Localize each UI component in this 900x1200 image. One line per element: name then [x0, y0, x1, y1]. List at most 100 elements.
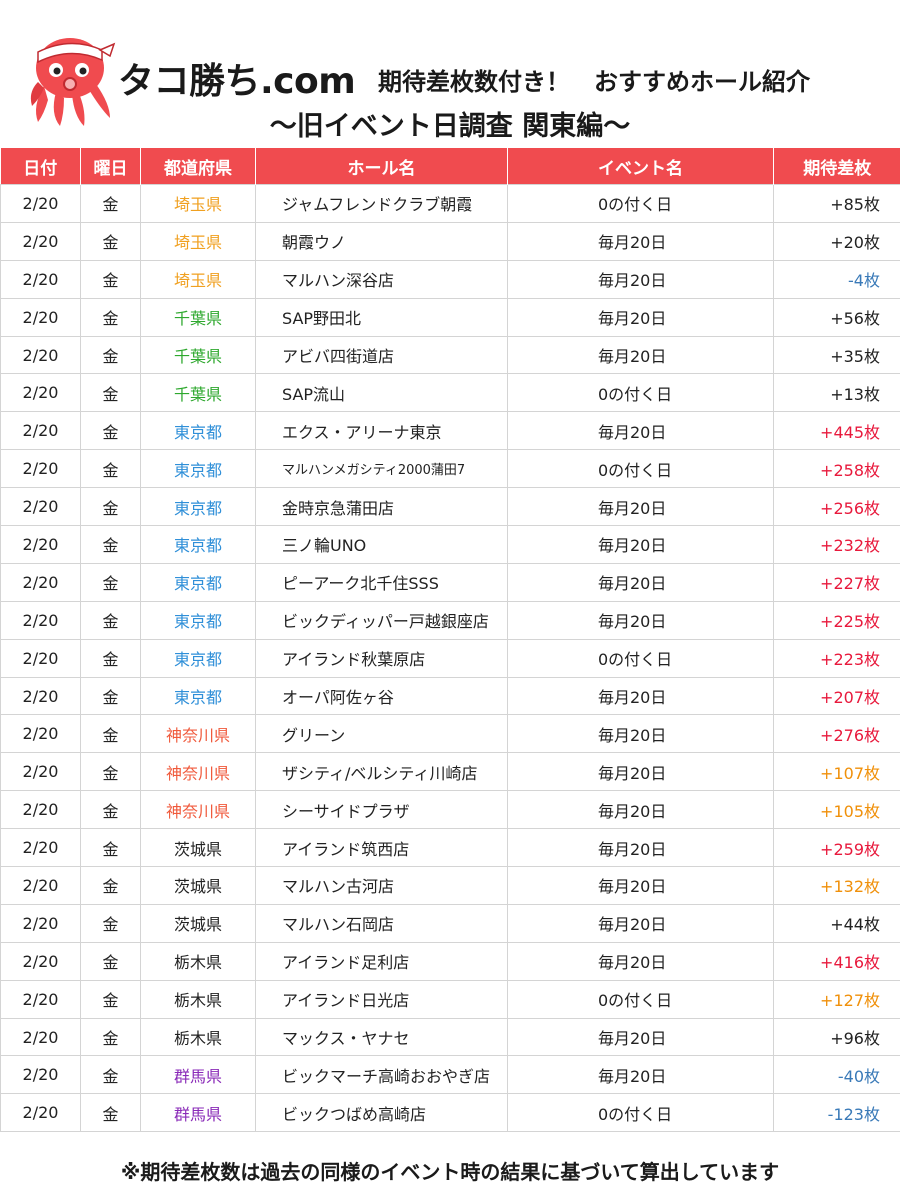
expected-diff-cell: +56枚	[773, 297, 900, 337]
table-row: 2/20 金埼玉県 マルハン深谷店 毎月20日 -4枚	[0, 259, 900, 299]
prefecture-cell: 東京都	[140, 638, 256, 678]
date-cell: 2/20	[0, 828, 81, 868]
expected-diff-cell: +132枚	[773, 866, 900, 905]
table-row: 2/20 金東京都 ビックディッパー戸越銀座店 毎月20日 +225枚	[0, 600, 900, 640]
date-cell: 2/20	[0, 487, 81, 527]
prefecture-cell: 千葉県	[140, 335, 256, 375]
event-name-cell: 毎月20日	[507, 866, 774, 905]
table-row: 2/20 金埼玉県 ジャムフレンドクラブ朝霞 0の付く日 +85枚	[0, 184, 900, 223]
date-cell: 2/20	[0, 335, 81, 375]
date-cell: 2/20	[0, 790, 81, 830]
expected-diff-cell: +44枚	[773, 903, 900, 943]
day-cell: 金	[80, 221, 141, 261]
day-cell: 金	[80, 828, 141, 868]
prefecture-cell: 神奈川県	[140, 752, 256, 792]
prefecture-cell: 茨城県	[140, 828, 256, 868]
prefecture-cell: 東京都	[140, 449, 256, 489]
table-row: 2/20 金神奈川県 グリーン 毎月20日 +276枚	[0, 714, 900, 754]
event-name-cell: 毎月20日	[507, 221, 774, 261]
date-cell: 2/20	[0, 752, 81, 792]
hall-name-cell: マルハンメガシティ2000蒲田7	[255, 449, 508, 489]
event-name-cell: 毎月20日	[507, 1017, 774, 1057]
column-expected-diff-header: 期待差枚	[773, 148, 900, 185]
hall-name-cell: エクス・アリーナ東京	[255, 411, 508, 451]
expected-diff-cell: +223枚	[773, 638, 900, 678]
event-name-cell: 0の付く日	[507, 184, 774, 223]
hall-name-cell: オーパ阿佐ヶ谷	[255, 676, 508, 716]
column-prefecture-header: 都道府県	[140, 148, 256, 185]
date-cell: 2/20	[0, 411, 81, 451]
expected-diff-cell: +13枚	[773, 373, 900, 413]
prefecture-cell: 神奈川県	[140, 790, 256, 830]
hall-name-cell: 金時京急蒲田店	[255, 487, 508, 527]
prefecture-cell: 栃木県	[140, 979, 256, 1019]
date-cell: 2/20	[0, 184, 81, 223]
expected-diff-cell: +35枚	[773, 335, 900, 375]
table-header-row: 日付 曜日 都道府県 ホール名 イベント名 期待差枚	[0, 148, 900, 185]
prefecture-cell: 群馬県	[140, 1093, 256, 1133]
table-row: 2/20 金千葉県 SAP流山 0の付く日 +13枚	[0, 373, 900, 413]
prefecture-cell: 千葉県	[140, 373, 256, 413]
prefecture-cell: 栃木県	[140, 941, 256, 981]
table-row: 2/20 金東京都 ピーアーク北千住SSS 毎月20日 +227枚	[0, 562, 900, 602]
day-cell: 金	[80, 487, 141, 527]
event-name-cell: 毎月20日	[507, 941, 774, 981]
expected-diff-cell: +207枚	[773, 676, 900, 716]
hall-name-cell: SAP野田北	[255, 297, 508, 337]
page-header: タコ勝ち.com 期待差枚数付き！ おすすめホール紹介 〜旧イベント日調査 関東…	[0, 0, 900, 146]
page-subtitle: 〜旧イベント日調査 関東編〜	[269, 111, 631, 142]
hall-name-cell: 朝霞ウノ	[255, 221, 508, 261]
day-cell: 金	[80, 335, 141, 375]
event-name-cell: 毎月20日	[507, 525, 774, 564]
expected-diff-cell: +105枚	[773, 790, 900, 830]
day-cell: 金	[80, 449, 141, 489]
expected-diff-cell: +85枚	[773, 184, 900, 223]
expected-diff-cell: +232枚	[773, 525, 900, 564]
event-name-cell: 0の付く日	[507, 449, 774, 489]
day-cell: 金	[80, 1055, 141, 1095]
expected-diff-cell: +416枚	[773, 941, 900, 981]
day-cell: 金	[80, 1017, 141, 1057]
prefecture-cell: 埼玉県	[140, 184, 256, 223]
date-cell: 2/20	[0, 1055, 81, 1095]
prefecture-cell: 群馬県	[140, 1055, 256, 1095]
table-row: 2/20 金群馬県 ビックつばめ高崎店 0の付く日 -123枚	[0, 1093, 900, 1133]
octopus-mascot-icon	[30, 38, 116, 126]
hall-name-cell: シーサイドプラザ	[255, 790, 508, 830]
hall-name-cell: ジャムフレンドクラブ朝霞	[255, 184, 508, 223]
event-name-cell: 毎月20日	[507, 1055, 774, 1095]
expected-diff-cell: +107枚	[773, 752, 900, 792]
expected-diff-cell: +20枚	[773, 221, 900, 261]
table-row: 2/20 金東京都 エクス・アリーナ東京 毎月20日 +445枚	[0, 411, 900, 451]
table-row: 2/20 金茨城県 マルハン石岡店 毎月20日 +44枚	[0, 903, 900, 943]
hall-name-cell: アビバ四街道店	[255, 335, 508, 375]
prefecture-cell: 東京都	[140, 676, 256, 716]
prefecture-cell: 東京都	[140, 525, 256, 564]
event-name-cell: 毎月20日	[507, 335, 774, 375]
column-hall-name-header: ホール名	[255, 148, 508, 185]
hall-name-cell: マルハン石岡店	[255, 903, 508, 943]
hall-name-cell: 三ノ輪UNO	[255, 525, 508, 564]
column-day-header: 曜日	[80, 148, 141, 185]
hall-name-cell: アイランド日光店	[255, 979, 508, 1019]
expected-diff-cell: +256枚	[773, 487, 900, 527]
event-name-cell: 毎月20日	[507, 790, 774, 830]
day-cell: 金	[80, 600, 141, 640]
event-name-cell: 毎月20日	[507, 411, 774, 451]
event-name-cell: 毎月20日	[507, 903, 774, 943]
event-name-cell: 毎月20日	[507, 487, 774, 527]
hall-name-cell: ビックディッパー戸越銀座店	[255, 600, 508, 640]
event-name-cell: 毎月20日	[507, 676, 774, 716]
table-row: 2/20 金栃木県 マックス・ヤナセ 毎月20日 +96枚	[0, 1017, 900, 1057]
hall-name-cell: ビックつばめ高崎店	[255, 1093, 508, 1133]
column-event-name-header: イベント名	[507, 148, 774, 185]
day-cell: 金	[80, 259, 141, 299]
hall-name-cell: グリーン	[255, 714, 508, 754]
event-name-cell: 毎月20日	[507, 259, 774, 299]
table-row: 2/20 金東京都 三ノ輪UNO 毎月20日 +232枚	[0, 525, 900, 564]
expected-diff-cell: +227枚	[773, 562, 900, 602]
headline: 期待差枚数付き！ おすすめホール紹介	[378, 68, 810, 96]
expected-diff-cell: +258枚	[773, 449, 900, 489]
hall-table: 日付 曜日 都道府県 ホール名 イベント名 期待差枚 2/20 金埼玉県 ジャムフレンドクラブ…	[0, 148, 900, 1133]
prefecture-cell: 神奈川県	[140, 714, 256, 754]
